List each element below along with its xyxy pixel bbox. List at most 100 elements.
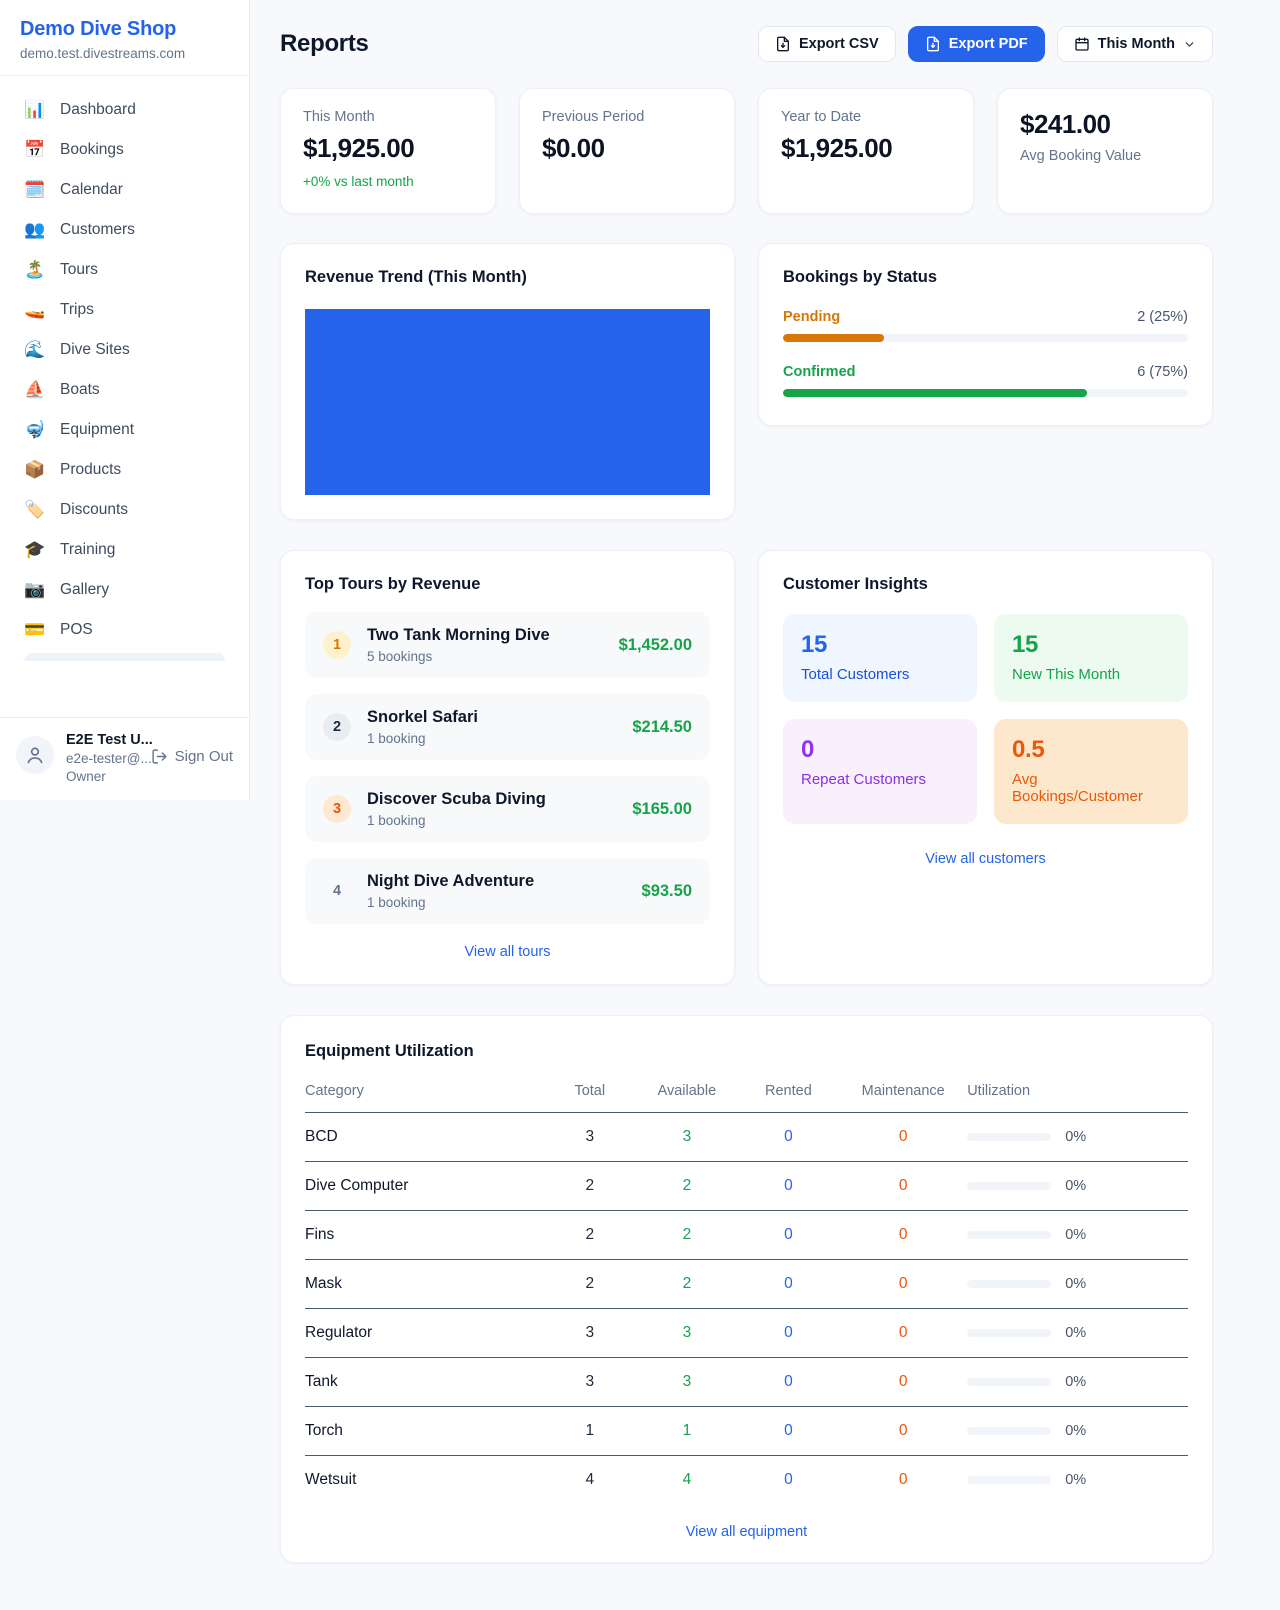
stats-grid: This Month $1,925.00 +0% vs last month P… [280,88,1213,214]
cell-category: Mask [305,1259,544,1309]
bookings-by-status-title: Bookings by Status [783,268,938,286]
products-icon: 📦 [24,460,46,479]
view-all-equipment-link[interactable]: View all equipment [685,1524,808,1540]
utilization-bar [967,1329,1052,1337]
insight-label: Repeat Customers [801,771,927,788]
dashboard-icon: 📊 [24,100,46,119]
sidebar-item-label: Boats [60,381,100,398]
rank-badge: 1 [323,631,351,659]
sidebar-item-discounts[interactable]: 🏷️ Discounts [12,490,237,530]
sidebar-item-trips[interactable]: 🚤 Trips [12,290,237,330]
sidebar-item-bookings[interactable]: 📅 Bookings [12,130,237,170]
cell-maintenance: 0 [839,1112,968,1162]
sidebar-item-label: Calendar [60,181,123,198]
sidebar-item-boats[interactable]: ⛵ Boats [12,370,237,410]
table-row: Wetsuit 4 4 0 0 0% [305,1456,1188,1505]
sidebar-item-dashboard[interactable]: 📊 Dashboard [12,90,237,130]
view-all-customers-link[interactable]: View all customers [925,851,1046,867]
sidebar-item-label: Tours [60,261,98,278]
stat-label: Avg Booking Value [1020,148,1142,164]
sidebar-item-label: Dashboard [60,101,136,118]
cell-available: 3 [636,1112,738,1162]
user-email: e2e-tester@... [66,751,152,766]
tour-bookings: 5 bookings [367,649,433,664]
tour-row: 1 Two Tank Morning Dive 5 bookings $1,45… [305,612,710,678]
sidebar-item-label: Trips [60,301,94,318]
sidebar-item-training[interactable]: 🎓 Training [12,530,237,570]
insight-value: 15 [801,631,828,658]
confirmed-count: 6 (75%) [1137,364,1188,380]
discounts-icon: 🏷️ [24,500,46,519]
insight-label: Total Customers [801,666,910,683]
person-icon [27,747,43,764]
tour-name: Snorkel Safari [367,708,478,726]
cell-available: 1 [636,1406,738,1456]
sign-out-icon [152,749,167,764]
cell-category: Tank [305,1357,544,1407]
sidebar-item-label: Equipment [60,421,135,438]
trips-icon: 🚤 [24,300,46,319]
cell-category: Torch [305,1406,544,1456]
insight-value: 0.5 [1012,736,1045,763]
utilization-bar [967,1427,1052,1435]
table-row: BCD 3 3 0 0 0% [305,1112,1188,1162]
tour-revenue: $165.00 [632,799,692,818]
insight-label: New This Month [1012,666,1121,683]
confirmed-label: Confirmed [783,364,856,380]
utilization-bar [967,1476,1052,1484]
column-header-category: Category [305,1077,544,1113]
cell-total: 4 [585,1471,595,1488]
period-selector[interactable]: This Month [1056,26,1213,62]
insight-tile-repeat-customers: 0 Repeat Customers [783,719,977,824]
tour-row: 4 Night Dive Adventure 1 booking $93.50 [305,858,710,924]
sidebar-item-equipment[interactable]: 🤿 Equipment [12,410,237,450]
export-pdf-button[interactable]: Export PDF [907,26,1045,62]
cell-total: 2 [543,1259,637,1309]
export-csv-button[interactable]: Export CSV [757,26,896,62]
cell-total: 3 [543,1112,637,1162]
sidebar-item-gallery[interactable]: 📷 Gallery [12,570,237,610]
utilization-percent: 0% [1065,1374,1087,1390]
sidebar-item-customers[interactable]: 👥 Customers [12,210,237,250]
cell-category: BCD [305,1112,544,1162]
tour-name: Discover Scuba Diving [367,790,546,808]
cell-category: Fins [305,1210,544,1260]
sidebar-item-label: POS [60,621,93,638]
sidebar-nav: 📊 Dashboard 📅 Bookings 🗓️ Calendar 👥 Cus… [0,76,249,661]
cell-available: 3 [636,1357,738,1407]
sidebar-item-calendar[interactable]: 🗓️ Calendar [12,170,237,210]
equipment-icon: 🤿 [24,420,46,439]
page-header: Reports Export CSV Export PDF This Month [280,26,1213,62]
sidebar-item-tours[interactable]: 🏝️ Tours [12,250,237,290]
stat-value: $1,925.00 [781,133,893,163]
sidebar-item-dive-sites[interactable]: 🌊 Dive Sites [12,330,237,370]
table-row: Mask 2 2 0 0 0% [305,1259,1188,1309]
customer-insights-title: Customer Insights [783,575,928,593]
tour-revenue: $1,452.00 [618,635,692,654]
cell-maintenance: 0 [839,1259,968,1309]
sidebar-item-label: Customers [60,221,135,238]
boats-icon: ⛵ [24,380,46,399]
status-item-pending: Pending 2 (25%) [783,309,1188,342]
sidebar-item-pos[interactable]: 💳 POS [12,610,237,650]
tour-bookings: 1 booking [367,895,426,910]
equipment-utilization-card: Equipment Utilization Category Total Ava… [280,1015,1213,1563]
sidebar-item-products[interactable]: 📦 Products [12,450,237,490]
avatar [16,736,54,774]
top-tours-title: Top Tours by Revenue [305,575,481,593]
tour-name: Two Tank Morning Dive [367,626,550,644]
column-header-total: Total [543,1077,637,1113]
stat-label: Previous Period [542,109,645,125]
stat-card-year-to-date: Year to Date $1,925.00 [758,88,974,214]
user-meta: E2E Test U... e2e-tester@... Owner [66,732,153,784]
dive-sites-icon: 🌊 [24,340,46,359]
user-role: Owner [66,769,106,784]
stat-value: $0.00 [542,133,605,163]
table-row: Regulator 3 3 0 0 0% [305,1308,1188,1358]
view-all-tours-link[interactable]: View all tours [464,944,551,960]
sign-out-button[interactable]: Sign Out [151,748,233,765]
cell-total: 1 [543,1406,637,1456]
insight-value: 0 [801,736,815,763]
sidebar-item-label: Bookings [60,141,124,158]
pending-count: 2 (25%) [1137,309,1188,325]
